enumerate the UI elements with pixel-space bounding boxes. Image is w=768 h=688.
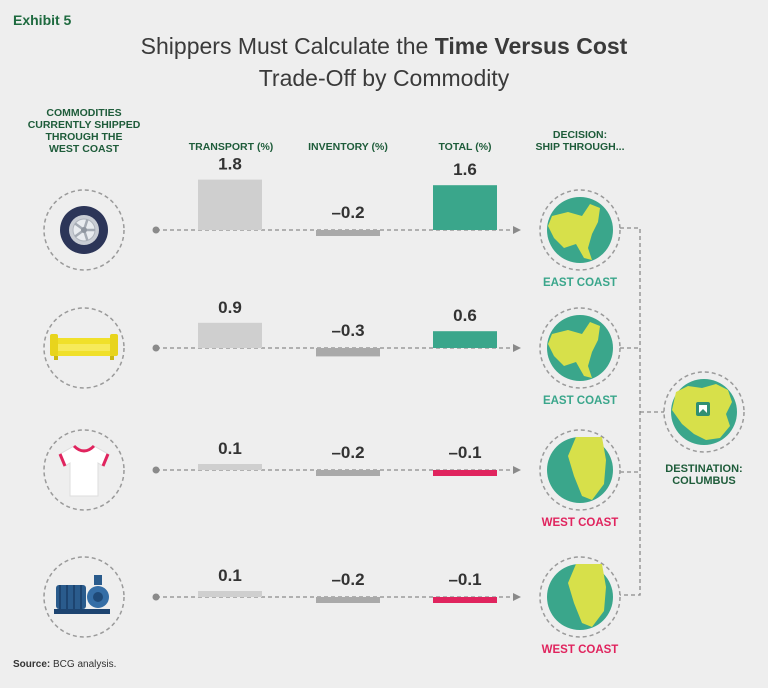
source-note: Source: BCG analysis. bbox=[13, 659, 116, 670]
total-value: –0.1 bbox=[448, 570, 481, 589]
inventory-bar bbox=[316, 597, 380, 603]
transport-bar bbox=[198, 464, 262, 470]
total-bar bbox=[433, 597, 497, 603]
transport-value: 1.8 bbox=[218, 155, 242, 174]
column-headers: COMMODITIES CURRENTLY SHIPPED THROUGH TH… bbox=[28, 107, 625, 155]
header-transport: TRANSPORT (%) bbox=[189, 141, 274, 153]
total-value: –0.1 bbox=[448, 443, 481, 462]
inventory-value: –0.3 bbox=[331, 321, 364, 340]
transport-value: 0.9 bbox=[218, 298, 242, 317]
title-regular: Shippers Must Calculate the bbox=[141, 33, 435, 59]
source-bold: Source: bbox=[13, 659, 50, 670]
row-arrow-head bbox=[513, 466, 521, 474]
inventory-bar bbox=[316, 470, 380, 476]
source-text: BCG analysis. bbox=[50, 659, 116, 670]
destination-label-2: COLUMBUS bbox=[672, 475, 736, 487]
page-subtitle: Trade-Off by Commodity bbox=[259, 65, 510, 91]
header-commodities-2: CURRENTLY SHIPPED bbox=[28, 119, 141, 131]
commodity-row: 0.1 –0.2 –0.1 WEST COAST bbox=[43, 556, 621, 656]
destination-ring bbox=[663, 371, 745, 453]
commodity-ring bbox=[43, 556, 125, 638]
inventory-value: –0.2 bbox=[331, 443, 364, 462]
commodity-row: 1.8 –0.2 1.6 EAST COAST bbox=[43, 155, 621, 289]
destination-group: DESTINATION: COLUMBUS bbox=[663, 371, 745, 487]
total-bar bbox=[433, 185, 497, 230]
tshirt-icon bbox=[58, 444, 110, 497]
inventory-bar bbox=[316, 348, 380, 357]
row-arrow-start bbox=[152, 466, 160, 474]
header-inventory: INVENTORY (%) bbox=[308, 141, 388, 153]
inventory-value: –0.2 bbox=[331, 570, 364, 589]
title-bold: Time Versus Cost bbox=[435, 33, 628, 59]
decision-label: EAST COAST bbox=[543, 395, 617, 407]
inventory-bar bbox=[316, 230, 380, 236]
total-value: 0.6 bbox=[453, 306, 477, 325]
header-decision-1: DECISION: bbox=[553, 129, 607, 141]
page-title: Shippers Must Calculate the Time Versus … bbox=[141, 33, 628, 59]
commodity-ring bbox=[43, 429, 125, 511]
transport-bar bbox=[198, 179, 262, 230]
header-commodities-4: WEST COAST bbox=[49, 143, 120, 155]
tire-icon bbox=[60, 206, 108, 254]
commodity-row: 0.1 –0.2 –0.1 WEST COAST bbox=[43, 429, 621, 529]
commodity-ring bbox=[43, 307, 125, 389]
commodity-ring bbox=[43, 189, 125, 271]
inventory-value: –0.2 bbox=[331, 203, 364, 222]
header-commodities-1: COMMODITIES bbox=[46, 107, 121, 119]
row-arrow-head bbox=[513, 226, 521, 234]
columbus-map-icon bbox=[671, 379, 737, 445]
pump-icon bbox=[54, 575, 110, 614]
destination-connector bbox=[620, 227, 664, 596]
total-bar bbox=[433, 331, 497, 348]
row-arrow-head bbox=[513, 344, 521, 352]
header-decision-2: SHIP THROUGH... bbox=[535, 141, 624, 153]
decision-ring bbox=[539, 307, 621, 389]
transport-value: 0.1 bbox=[218, 439, 242, 458]
row-arrow-head bbox=[513, 593, 521, 601]
total-value: 1.6 bbox=[453, 160, 477, 179]
west-coast-map-icon bbox=[547, 564, 613, 630]
header-commodities-3: THROUGH THE bbox=[46, 131, 123, 143]
row-arrow-start bbox=[152, 344, 160, 352]
decision-label: EAST COAST bbox=[543, 277, 617, 289]
destination-label-1: DESTINATION: bbox=[665, 463, 742, 475]
decision-ring bbox=[539, 556, 621, 638]
west-coast-map-icon bbox=[547, 437, 613, 503]
total-bar bbox=[433, 470, 497, 476]
transport-value: 0.1 bbox=[218, 566, 242, 585]
transport-bar bbox=[198, 591, 262, 597]
transport-bar bbox=[198, 322, 262, 348]
decision-label: WEST COAST bbox=[542, 517, 619, 529]
row-arrow-start bbox=[152, 593, 160, 601]
decision-ring bbox=[539, 189, 621, 271]
sofa-icon bbox=[50, 334, 118, 360]
commodity-row: 0.9 –0.3 0.6 EAST COAST bbox=[43, 298, 621, 407]
commodity-rows: 1.8 –0.2 1.6 EAST COAST 0.9 –0.3 0.6 EAST COAST… bbox=[43, 155, 621, 656]
row-arrow-start bbox=[152, 226, 160, 234]
header-total: TOTAL (%) bbox=[438, 141, 491, 153]
decision-ring bbox=[539, 429, 621, 511]
decision-label: WEST COAST bbox=[542, 644, 619, 656]
exhibit-label: Exhibit 5 bbox=[13, 12, 72, 28]
east-coast-map-icon bbox=[547, 315, 613, 381]
east-coast-map-icon bbox=[547, 197, 613, 263]
